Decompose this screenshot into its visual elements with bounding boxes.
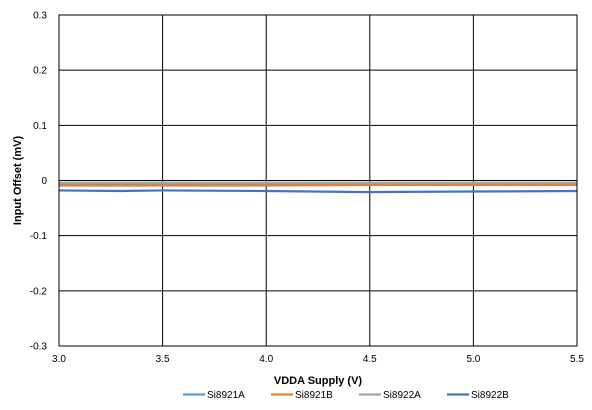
x-tick-label: 4.0 bbox=[259, 354, 273, 365]
x-tick-label: 5.5 bbox=[570, 354, 584, 365]
grid-lines bbox=[58, 14, 578, 347]
y-tick-label: 0.1 bbox=[33, 121, 47, 132]
series-lines bbox=[58, 181, 578, 194]
legend-label: Si8921A bbox=[207, 390, 245, 401]
plot-area-frame bbox=[58, 14, 578, 347]
series-line-si8921b bbox=[59, 183, 577, 187]
legend-label: Si8922B bbox=[471, 390, 509, 401]
y-axis-title: Input Offset (mV) bbox=[12, 136, 24, 226]
legend-label: Si8922A bbox=[383, 390, 421, 401]
x-tick-label: 4.5 bbox=[363, 354, 377, 365]
y-tick-label: 0.2 bbox=[33, 66, 47, 77]
y-axis-ticks: 0.3 0.2 0.1 0 -0.1 -0.2 -0.3 bbox=[30, 11, 48, 353]
y-tick-label: -0.1 bbox=[30, 231, 48, 242]
legend-label: Si8921B bbox=[295, 390, 333, 401]
y-tick-label: 0 bbox=[41, 176, 47, 187]
x-tick-label: 3.0 bbox=[52, 354, 66, 365]
y-tick-label: -0.3 bbox=[30, 342, 48, 353]
x-axis-title: VDDA Supply (V) bbox=[274, 375, 363, 387]
x-tick-label: 5.0 bbox=[466, 354, 480, 365]
x-tick-label: 3.5 bbox=[156, 354, 170, 365]
series-line-si8922b bbox=[58, 189, 578, 194]
y-tick-label: -0.2 bbox=[30, 286, 48, 297]
legend: Si8921A Si8921B Si8922A Si8922B bbox=[183, 390, 509, 401]
y-tick-label: 0.3 bbox=[33, 11, 47, 22]
x-axis-ticks: 3.0 3.5 4.0 4.5 5.0 5.5 bbox=[52, 354, 584, 365]
